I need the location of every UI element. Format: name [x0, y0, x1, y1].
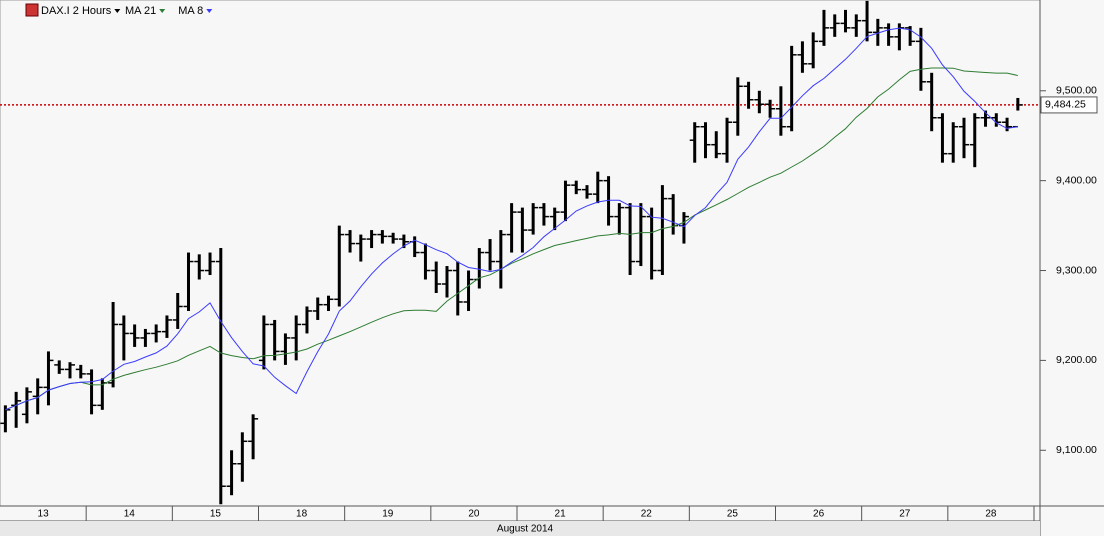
instrument-icon [25, 3, 39, 17]
moving-average [5, 67, 1018, 411]
x-tick-label: 26 [813, 509, 825, 520]
x-tick-label: 27 [899, 509, 911, 520]
legend-entry[interactable]: MA 21 [125, 5, 156, 17]
x-tick-label: 14 [124, 509, 136, 520]
x-tick-label: 28 [985, 509, 997, 520]
y-tick-label: 9,100.00 [1056, 444, 1097, 456]
x-tick-label: 13 [38, 509, 50, 520]
x-tick-label: 20 [468, 509, 480, 520]
last-price-label: 9,484.25 [1045, 99, 1086, 111]
month-row [0, 521, 1040, 536]
x-tick-label: 22 [641, 509, 653, 520]
x-tick-label: 25 [727, 509, 739, 520]
y-tick-label: 9,200.00 [1056, 354, 1097, 366]
legend-entry[interactable]: MA 8 [178, 5, 203, 17]
legend-arrow [114, 9, 121, 13]
plot-area [0, 0, 1041, 507]
legend: DAX.I 2 Hours [25, 3, 112, 17]
x-tick-label: 15 [210, 509, 222, 520]
y-tick-label: 9,500.00 [1056, 85, 1097, 97]
legend-title[interactable]: DAX.I 2 Hours [41, 5, 112, 17]
x-axis-label: August 2014 [497, 524, 554, 535]
legend-arrow [159, 9, 166, 13]
last-price-box [1040, 96, 1098, 114]
x-tick-label: 18 [296, 509, 308, 520]
moving-average [5, 27, 1018, 411]
y-tick-label: 9,300.00 [1056, 264, 1097, 276]
legend-arrow [206, 9, 213, 13]
x-tick-label: 19 [382, 509, 394, 520]
x-tick-label: 21 [555, 509, 567, 520]
y-tick-label: 9,400.00 [1056, 174, 1097, 186]
